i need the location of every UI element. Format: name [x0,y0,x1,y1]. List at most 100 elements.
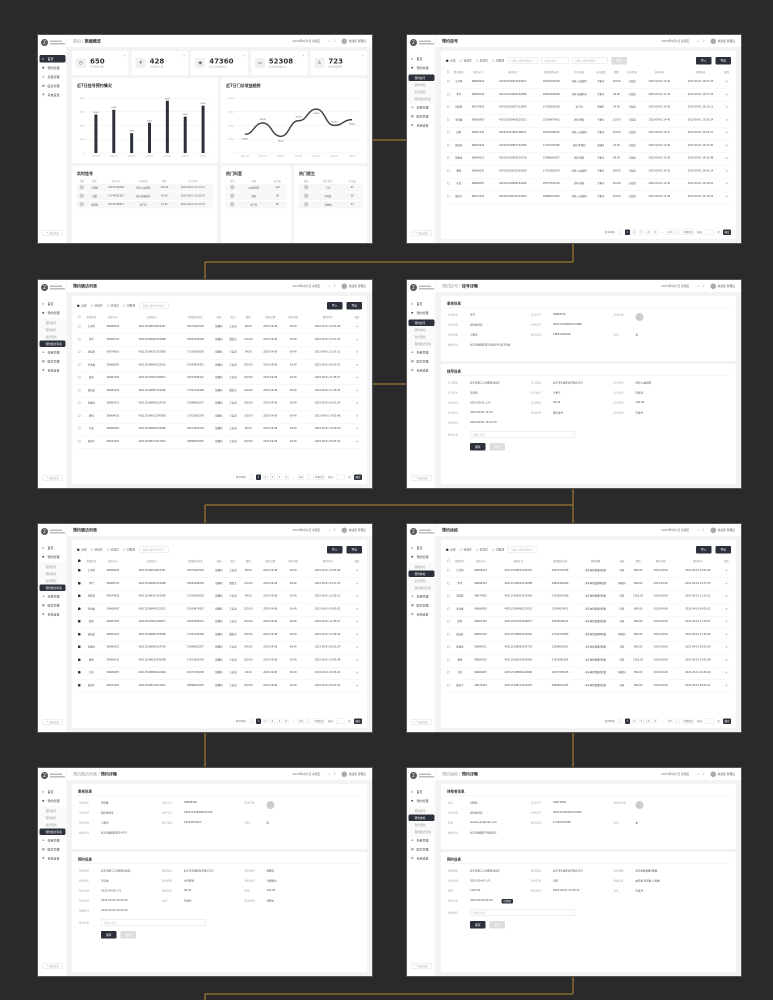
sidebar-item[interactable]: ◆ 预约管理 [409,553,435,561]
status-filter-radio[interactable]: 已取消 [123,304,135,308]
submenu-item[interactable]: 预约体检 [408,570,435,577]
table-row[interactable]: 刘晓燕 SN074835 420115199307152956 17320593038… [77,346,362,360]
row-checkbox[interactable] [446,92,450,96]
select-all-checkbox[interactable] [78,315,81,318]
search-icon[interactable]: ⌕ [328,771,331,776]
submenu-item[interactable]: 预约挂号 [408,319,435,326]
view-icon[interactable]: ▣ [725,671,728,675]
submenu-item[interactable]: 预约挂号 [45,321,57,325]
view-icon[interactable]: ▣ [725,157,728,160]
next-page-button[interactable]: › [674,718,680,724]
sidebar-item[interactable]: ✲ 系统设置 [40,367,66,375]
row-checkbox[interactable] [78,414,81,417]
table-row[interactable]: 李济鑫 SN068420 420115198406125532 15504879423… [77,359,362,373]
page-size-select[interactable]: 10条/页 [681,718,694,724]
sidebar-item[interactable]: ▤ 医生管理 [40,82,66,90]
view-icon[interactable]: ▣ [725,195,728,198]
sidebar-item[interactable]: ◆ 预约管理 [409,797,435,805]
table-row[interactable]: 东浩 SN066087 420115198806142996 18073305218 老… [446,667,731,680]
table-row[interactable]: 李济鑫 SN068420 420115198406125532 15504879423… [446,114,731,128]
remark-input[interactable]: 请输入备注 [470,909,575,916]
sidebar-item[interactable]: ✲ 系统设置 [40,855,66,863]
logout-button[interactable]: ⇥ 退出登录 [42,475,63,481]
goto-page-input[interactable] [704,718,714,724]
page-button[interactable]: 4 [276,474,282,480]
row-checkbox[interactable] [78,427,81,430]
status-filter-radio[interactable]: 已就诊 [475,548,488,552]
row-checkbox[interactable] [78,607,81,610]
submenu-item[interactable]: 预约随访列表 [414,586,432,590]
select-all-checkbox[interactable] [447,559,450,562]
table-row[interactable]: 黄雨宇 SN070303 420115198712212903 18896025935… [446,190,731,204]
page-button[interactable]: 2 [631,229,637,235]
page-button[interactable]: 1 [624,229,630,235]
table-row[interactable]: 张康涛 SN064521 420115198905224739 15996605207… [77,641,362,655]
status-filter-radio[interactable]: 已就诊 [475,59,488,63]
import-button[interactable]: 导入 [326,545,343,554]
page-button[interactable]: 1 [255,474,261,480]
sidebar-item[interactable]: ♙ 患者管理 [40,349,66,357]
avatar[interactable] [341,527,348,533]
avatar[interactable] [341,38,348,44]
bell-icon[interactable]: ♪ [333,772,336,776]
submenu-item[interactable]: 预约随访列表 [414,342,432,346]
submenu-item[interactable]: 预约随访列表 [39,340,66,347]
submenu-item[interactable]: 预约随访列表 [414,830,432,834]
view-icon[interactable]: ▣ [725,118,728,122]
table-row[interactable]: 温蕾 13746652367 外科-普通外科 64.00 2023-09-01 15:0… [76,192,213,201]
table-row[interactable]: 李华 SN068742 420115199002152088 18652446208 外… [446,88,731,102]
sidebar-item[interactable]: ⌂ 首页 [409,788,435,796]
sidebar-item[interactable]: ♙ 患者管理 [40,73,66,81]
status-filter-radio[interactable]: 待就诊 [90,548,103,552]
search-icon[interactable]: ⌕ [697,283,700,288]
table-row[interactable]: 姚俊强 16732209813 妇产科 24.00 2023-09-01 15:01:3… [76,200,213,210]
view-icon[interactable]: ▣ [356,414,359,418]
search-input[interactable]: 请输入搜索关键词 ▢ [508,57,538,64]
table-row[interactable]: 赵然 SN067493 420115197603196871 18070598412 内… [446,127,731,140]
breadcrumb-parent[interactable]: 预约挂号 / [442,283,462,289]
sidebar-item[interactable]: ◆ 预约管理 [40,309,66,317]
confirm-page-button[interactable]: 确定 [353,718,362,724]
bell-icon[interactable]: ♪ [702,39,705,43]
submenu-item[interactable]: 预约体检 [414,83,426,87]
sidebar-item[interactable]: ◆ 预约管理 [40,553,66,561]
row-checkbox[interactable] [447,581,450,585]
row-checkbox[interactable] [446,194,450,198]
prev-page-button[interactable]: ‹ [248,474,254,480]
row-checkbox[interactable] [447,569,450,572]
row-checkbox[interactable] [446,105,450,109]
view-icon[interactable]: ▣ [356,684,359,687]
import-button[interactable]: 导入 [695,56,712,65]
arrow-icon[interactable]: ↗ [242,54,245,58]
search-icon[interactable]: ⌕ [328,283,331,288]
table-row[interactable]: 张康涛 SN064521 420115198905224739 15996605207… [446,641,731,655]
goto-page-input[interactable] [335,474,345,480]
cancel-button[interactable]: 取消 [489,921,506,929]
row-checkbox[interactable] [446,143,450,147]
sidebar-item[interactable]: ✲ 系统设置 [409,855,435,863]
status-filter-radio[interactable]: 已取消 [492,59,504,63]
import-button[interactable]: 导入 [695,545,712,554]
sidebar-item[interactable]: ▤ 医生管理 [40,602,66,610]
table-row[interactable]: 东浩 SN066087 420115198806142996 18073305218 保… [77,423,362,436]
page-button[interactable]: 5 [652,229,658,235]
search-input[interactable]: 请输入搜索关键词 ▢ [508,546,538,553]
page-button[interactable]: ... [661,230,664,234]
sidebar-item[interactable]: ⌂ 首页 [39,55,66,63]
search-icon[interactable]: ⌕ [697,38,700,43]
view-icon[interactable]: ▣ [356,325,359,329]
row-checkbox[interactable] [446,80,450,83]
table-row[interactable]: 王芳明 SN068224 420115198510024497 18073220548… [77,565,362,578]
submenu-item[interactable]: 复诊预约 [45,335,57,339]
avatar[interactable] [341,283,348,289]
submenu-item[interactable]: 预约挂号 [414,809,426,813]
submenu-item[interactable]: 预约体检 [414,328,426,332]
table-row[interactable]: 李华 SN068742 420115199002152088 18652446208 老… [446,577,731,591]
search-input[interactable]: 请输入搜索关键词 ▢ [139,546,169,553]
search-icon[interactable]: ⌕ [697,527,700,532]
submenu-item[interactable]: 复诊预约 [414,335,426,339]
sidebar-item[interactable]: ▤ 医生管理 [40,358,66,366]
search-icon[interactable]: ⌕ [697,771,700,776]
row-checkbox[interactable] [447,658,450,661]
row-checkbox[interactable] [78,401,81,405]
